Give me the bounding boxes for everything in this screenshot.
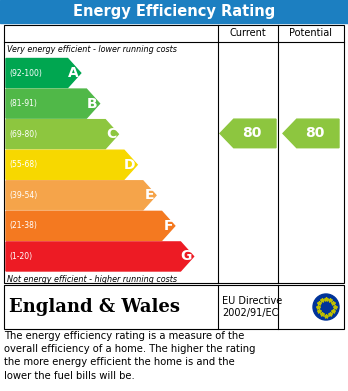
Text: Not energy efficient - higher running costs: Not energy efficient - higher running co… — [7, 274, 177, 283]
Text: Very energy efficient - lower running costs: Very energy efficient - lower running co… — [7, 45, 177, 54]
Text: D: D — [124, 158, 135, 172]
Text: Energy Efficiency Rating: Energy Efficiency Rating — [73, 4, 275, 19]
Text: EU Directive
2002/91/EC: EU Directive 2002/91/EC — [222, 296, 282, 318]
Polygon shape — [6, 89, 100, 118]
Text: B: B — [87, 97, 97, 111]
Text: G: G — [180, 249, 192, 264]
Text: (69-80): (69-80) — [9, 130, 37, 139]
Text: C: C — [106, 127, 116, 141]
Polygon shape — [6, 59, 81, 88]
Text: 80: 80 — [242, 126, 261, 140]
Polygon shape — [6, 181, 156, 210]
Polygon shape — [6, 212, 175, 240]
Text: England & Wales: England & Wales — [9, 298, 180, 316]
Polygon shape — [6, 242, 193, 271]
Text: 80: 80 — [305, 126, 324, 140]
Text: (39-54): (39-54) — [9, 191, 37, 200]
Text: (55-68): (55-68) — [9, 160, 37, 169]
Polygon shape — [220, 119, 276, 148]
Polygon shape — [283, 119, 339, 148]
Bar — [4, 285, 344, 329]
Text: Current: Current — [230, 29, 266, 38]
Text: Potential: Potential — [290, 29, 332, 38]
Polygon shape — [6, 120, 118, 149]
Bar — [0, 0, 348, 23]
Bar — [4, 25, 344, 283]
Text: (21-38): (21-38) — [9, 221, 37, 230]
Polygon shape — [6, 150, 137, 179]
Text: (81-91): (81-91) — [9, 99, 37, 108]
Text: F: F — [163, 219, 173, 233]
Text: (1-20): (1-20) — [9, 252, 32, 261]
Text: A: A — [68, 66, 79, 80]
Text: E: E — [144, 188, 154, 202]
Text: (92-100): (92-100) — [9, 68, 42, 77]
Circle shape — [313, 294, 339, 320]
Text: The energy efficiency rating is a measure of the
overall efficiency of a home. T: The energy efficiency rating is a measur… — [4, 331, 255, 380]
